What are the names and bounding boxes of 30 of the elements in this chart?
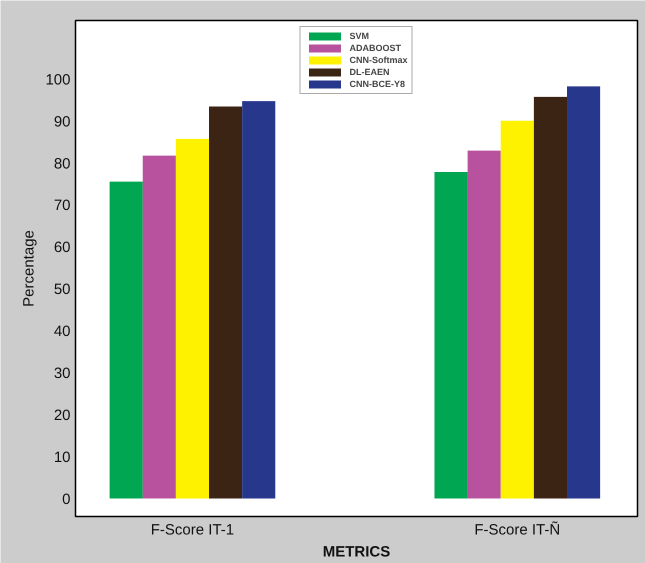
y-tick-label: 60 — [54, 239, 71, 256]
bar — [142, 156, 176, 498]
bar — [468, 150, 501, 498]
y-tick-label: 100 — [45, 71, 71, 88]
y-tick-label: 0 — [62, 490, 70, 508]
bar — [567, 86, 600, 498]
bar — [209, 106, 242, 498]
bar — [110, 182, 143, 498]
x-tick-label: F-Score IT-Ñ — [474, 520, 560, 538]
bar — [176, 138, 210, 498]
y-axis-title: Percentage — [20, 230, 38, 307]
bar — [434, 172, 468, 498]
y-tick-label: 10 — [54, 448, 71, 466]
y-tick-label: 90 — [54, 113, 71, 130]
x-tick-label: F-Score IT-1 — [150, 522, 234, 538]
y-tick-label: 70 — [54, 197, 71, 214]
legend-label: CNN-BCE-Y8 — [349, 79, 406, 89]
x-axis-title: METRICS — [322, 544, 390, 560]
bar — [534, 96, 568, 498]
bar — [500, 120, 534, 498]
legend-label: DL-EAEN — [349, 67, 390, 77]
y-tick-label: 50 — [54, 281, 71, 298]
legend-label: CNN-Softmax — [349, 55, 408, 65]
y-tick-label: 80 — [54, 155, 71, 172]
bar — [242, 101, 276, 498]
y-tick-label: 20 — [54, 407, 71, 424]
legend-label: ADABOOST — [349, 43, 401, 53]
legend-label: SVM — [349, 31, 370, 41]
y-tick-label: 30 — [54, 365, 71, 382]
y-tick-label: 40 — [54, 323, 71, 340]
